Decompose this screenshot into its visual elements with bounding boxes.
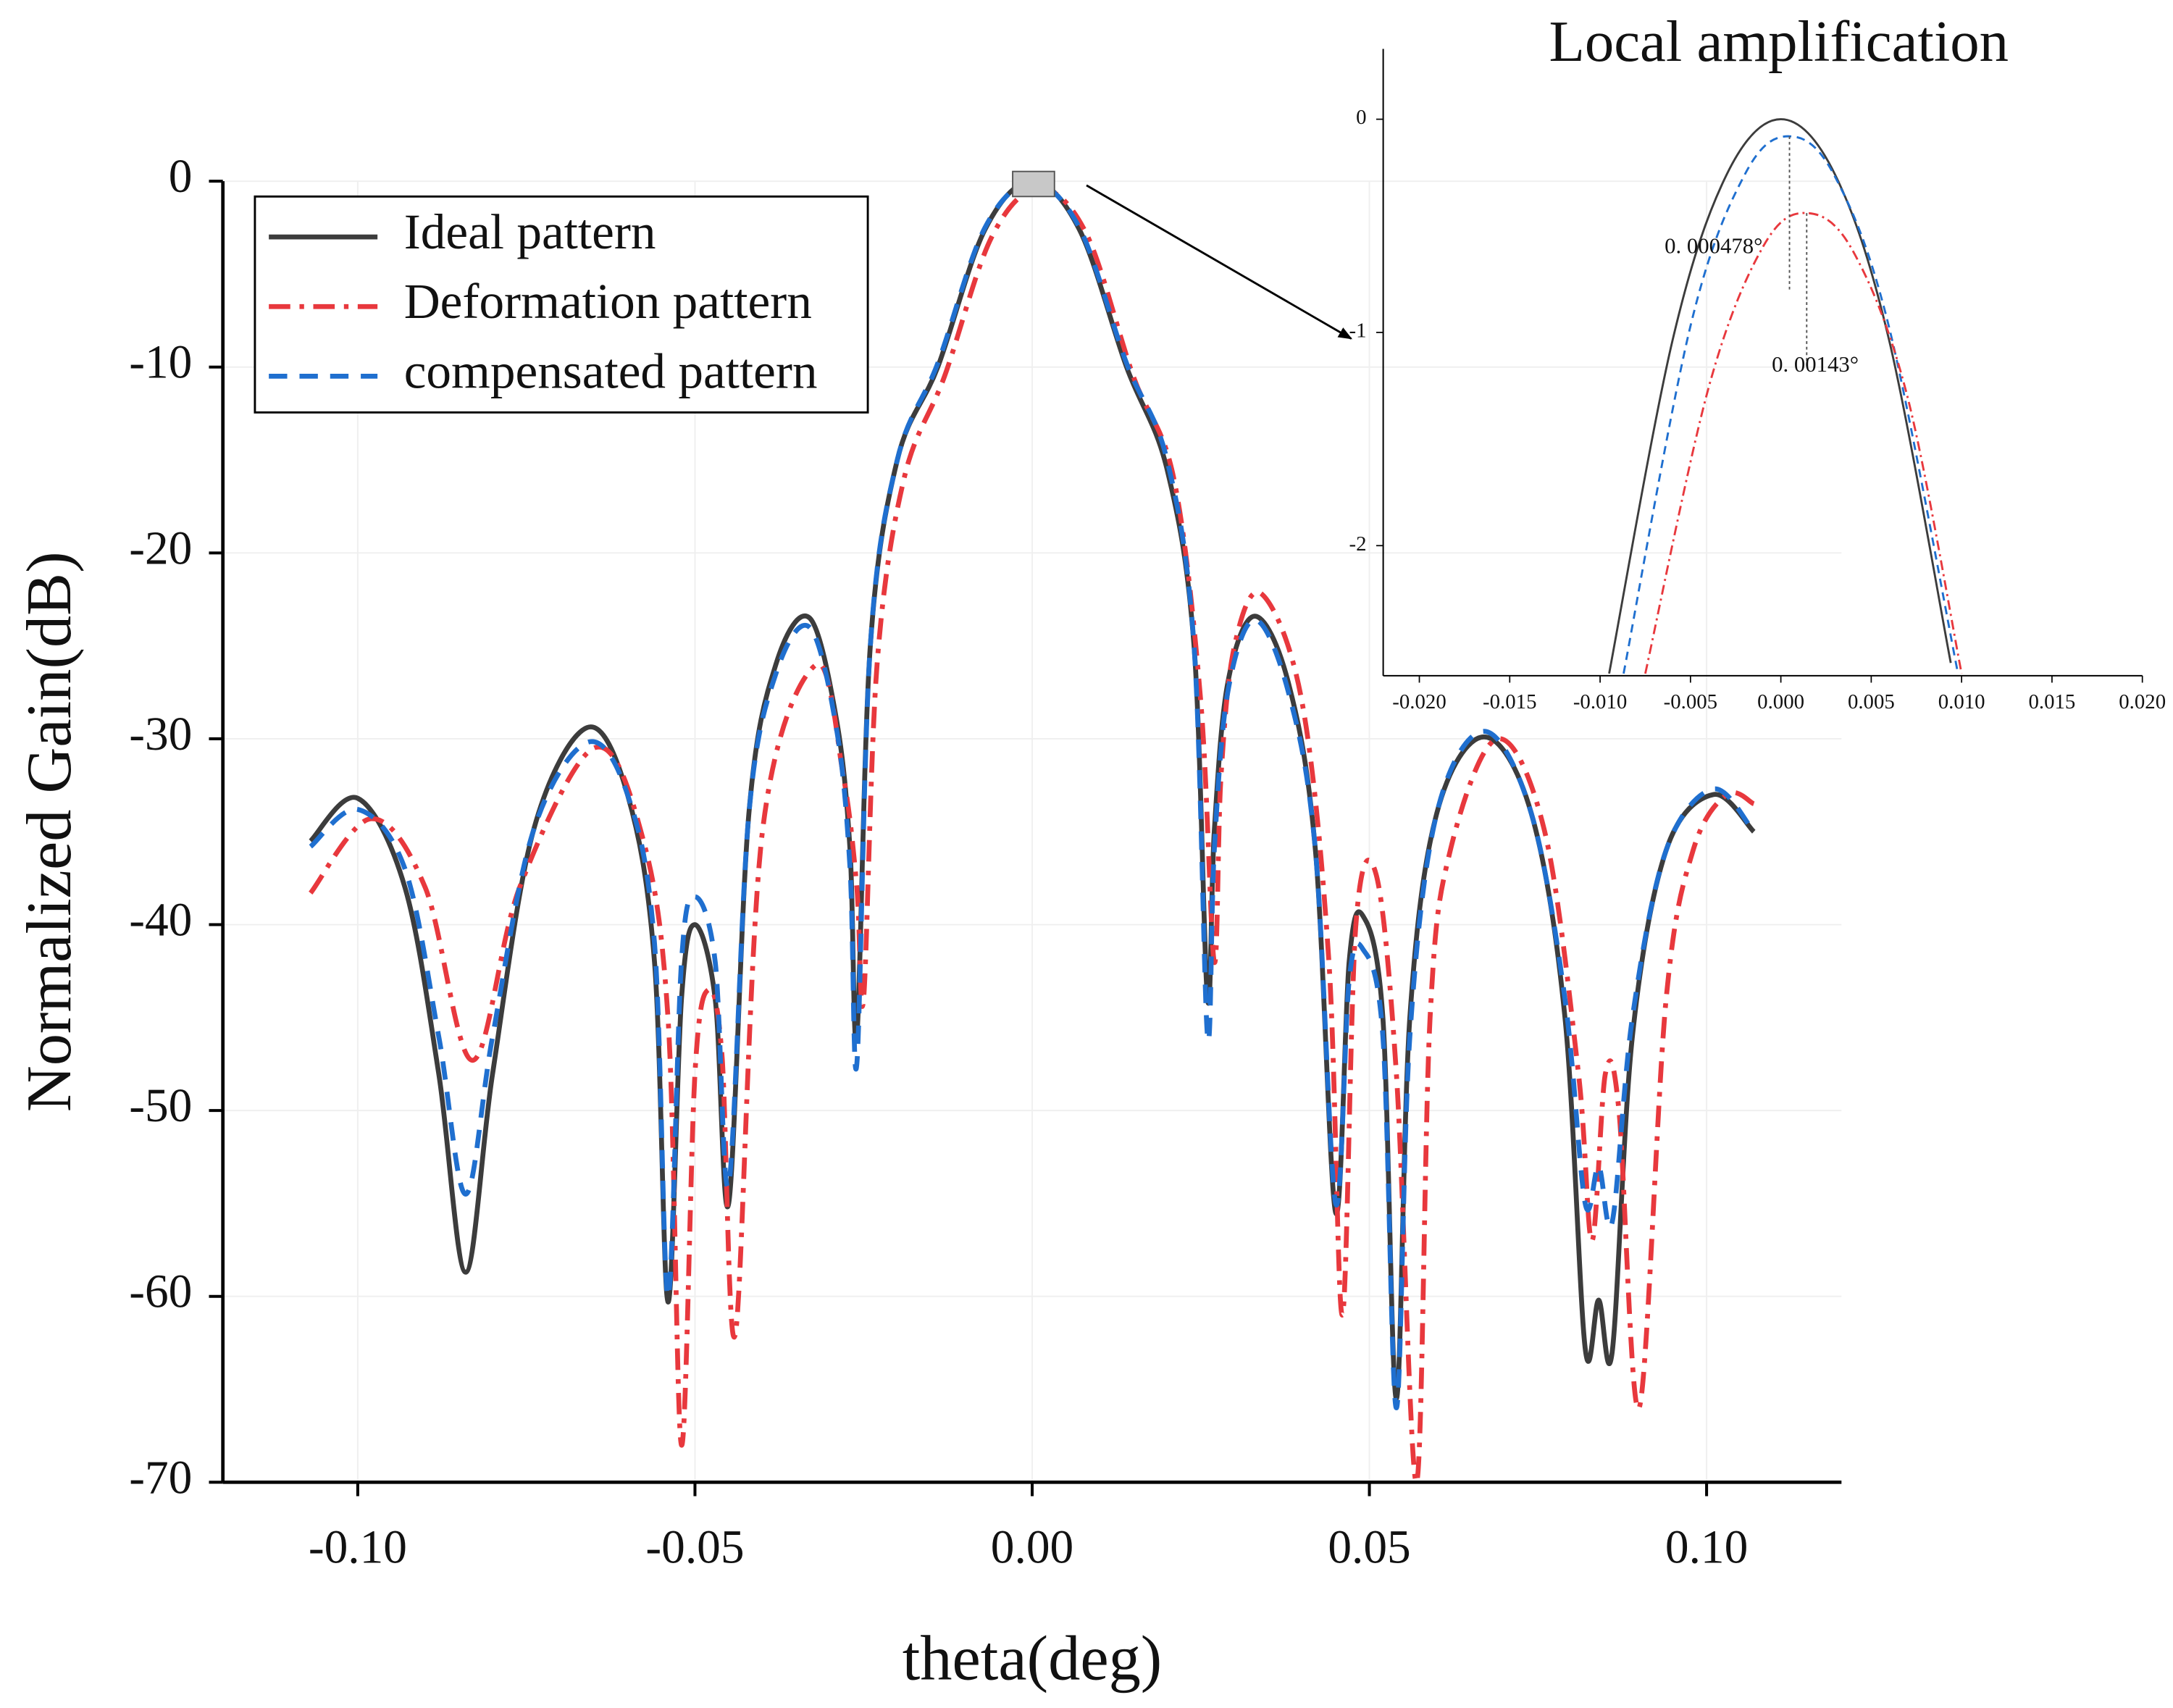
x-tick-label: -0.020 xyxy=(1392,690,1446,713)
series-line xyxy=(309,180,1756,1411)
zoom-arrow xyxy=(1086,184,1353,340)
series-group xyxy=(309,178,1756,1485)
x-tick-label: -0.10 xyxy=(309,1521,407,1573)
y-tick-label: -2 xyxy=(1349,532,1367,556)
series-line xyxy=(1608,118,1952,674)
series-line xyxy=(1644,212,1963,674)
legend-label: Deformation pattern xyxy=(404,273,812,329)
x-axis-label: theta(deg) xyxy=(903,1623,1163,1694)
x-tick-label: -0.010 xyxy=(1573,690,1627,713)
y-tick-label: -1 xyxy=(1349,319,1367,343)
x-tick-label: 0.00 xyxy=(991,1521,1073,1573)
legend-box xyxy=(254,195,869,414)
y-tick-label: -50 xyxy=(129,1080,192,1132)
x-tick-label: 0.05 xyxy=(1328,1521,1410,1573)
series-line xyxy=(1623,135,1959,674)
x-tick-label: 0.000 xyxy=(1757,690,1804,713)
x-tick-label: -0.015 xyxy=(1483,690,1536,713)
zoom-box xyxy=(1012,170,1055,198)
x-tick-label: 0.020 xyxy=(2119,690,2166,713)
x-tick-label: 0.10 xyxy=(1665,1521,1748,1573)
legend-label: Ideal pattern xyxy=(404,204,656,259)
x-tick-label: 0.005 xyxy=(1848,690,1895,713)
x-tick-label: -0.05 xyxy=(645,1521,744,1573)
annotation: 0. 00143° xyxy=(1772,352,1859,377)
y-tick-label: -60 xyxy=(129,1266,192,1318)
y-tick-label: -20 xyxy=(129,522,192,574)
x-tick-label: 0.015 xyxy=(2028,690,2075,713)
inset-title: Local amplification xyxy=(1549,9,2009,74)
y-tick-label: 0 xyxy=(169,151,193,203)
annotation: 0. 000478° xyxy=(1665,234,1762,259)
x-tick-label: 0.010 xyxy=(1938,690,1985,713)
y-tick-label: -30 xyxy=(129,708,192,761)
plot-layer: 0-10-20-30-40-50-60-70-0.10 -0.05 0.00 0.05… xyxy=(129,49,2166,1573)
y-axis-label: Normalized Gain(dB) xyxy=(14,551,85,1112)
y-tick-label: -70 xyxy=(129,1452,192,1504)
series-group xyxy=(1608,118,1963,674)
x-tick-label: -0.005 xyxy=(1664,690,1717,713)
y-tick-label: -40 xyxy=(129,895,192,947)
y-tick-label: 0 xyxy=(1356,106,1366,129)
y-tick-label: -10 xyxy=(129,337,192,389)
legend-label: compensated pattern xyxy=(404,343,818,398)
